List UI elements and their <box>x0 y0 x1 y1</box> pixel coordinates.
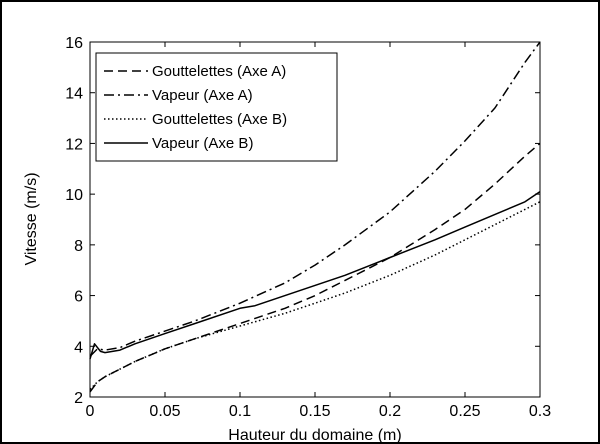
series-line <box>89 41 541 357</box>
x-tick-label: 0 <box>86 403 95 420</box>
x-tick-label: 0.15 <box>299 403 330 420</box>
x-axis-label: Hauteur du domaine (m) <box>228 427 401 444</box>
series-line <box>89 190 541 360</box>
series-line <box>89 201 541 390</box>
legend-label: Gouttelettes (Axe B) <box>152 111 287 128</box>
y-tick-label: 16 <box>65 35 83 52</box>
y-tick-label: 14 <box>65 86 83 103</box>
x-tick-label: 0.3 <box>529 403 551 420</box>
legend: Gouttelettes (Axe A) Vapeur (Axe A) Goutte… <box>95 52 338 162</box>
y-tick-label: 12 <box>65 136 83 153</box>
y-tick-label: 2 <box>74 390 83 407</box>
series-lines <box>89 41 541 393</box>
y-axis-label: Vitesse (m/s) <box>23 172 40 265</box>
y-axis-ticks: 2 4 6 8 10 12 14 16 <box>65 35 540 407</box>
x-tick-label: 0.25 <box>449 403 480 420</box>
y-tick-label: 8 <box>74 238 83 255</box>
x-axis-ticks: 0 0.05 0.1 0.15 0.2 0.25 0.3 <box>86 42 551 420</box>
y-tick-label: 6 <box>74 289 83 306</box>
y-tick-label: 10 <box>65 187 83 204</box>
x-tick-label: 0.1 <box>229 403 251 420</box>
series-line <box>89 142 541 393</box>
legend-label: Vapeur (Axe B) <box>152 135 253 152</box>
y-tick-label: 4 <box>74 339 83 356</box>
x-tick-label: 0.05 <box>149 403 180 420</box>
legend-label: Gouttelettes (Axe A) <box>152 63 286 80</box>
legend-label: Vapeur (Axe A) <box>152 87 253 104</box>
x-tick-label: 0.2 <box>379 403 401 420</box>
